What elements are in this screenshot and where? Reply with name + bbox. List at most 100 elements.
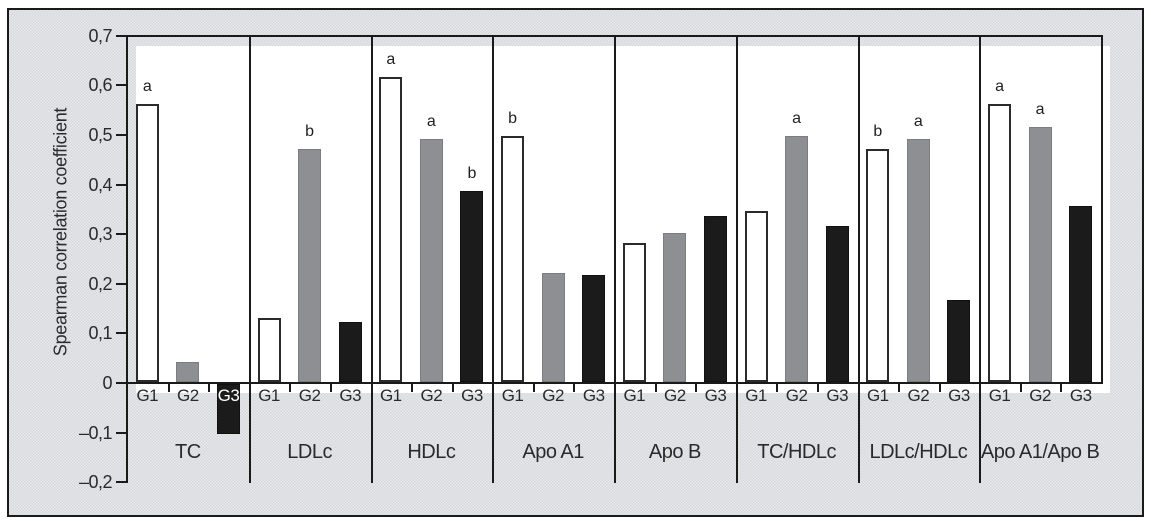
sig-letter: b: [873, 122, 883, 140]
y-tick-label: 0,3: [88, 224, 112, 245]
bar-g3-tc-hdlc: [825, 225, 849, 382]
bar-g3-ldlc: [338, 322, 362, 382]
slot-tick: [329, 384, 332, 392]
y-tick-label: 0,5: [88, 125, 112, 145]
sig-letter: a: [426, 112, 436, 130]
y-tick: [116, 332, 126, 335]
bar-g2-tc: [176, 362, 200, 382]
bar-series-label: G1: [136, 386, 159, 405]
slot-tick: [898, 384, 901, 392]
bar-series-label: G1: [501, 386, 524, 405]
group-label: Apo B: [648, 441, 701, 463]
y-tick-label: 0,6: [88, 75, 112, 96]
bar-series-label: G3: [461, 386, 483, 405]
bar-series-label: G1: [988, 386, 1011, 405]
zero-line: [126, 382, 1103, 384]
bar-series-label: G3: [948, 386, 970, 405]
bar-g1-ldlc: [257, 317, 281, 382]
sig-letter: a: [792, 110, 802, 128]
y-tick: [116, 382, 126, 384]
bar-series-label: G3: [582, 386, 605, 405]
group-separator: [979, 35, 982, 483]
y-tick: [116, 282, 126, 285]
group-label: Apo A1/Apo B: [980, 441, 1100, 463]
group-separator: [857, 35, 860, 483]
sig-letter: b: [508, 110, 517, 128]
y-tick: [116, 134, 126, 136]
sig-letter: a: [1035, 100, 1045, 118]
bar-series-label: G2: [785, 386, 808, 405]
bar-series-label: G1: [745, 386, 767, 405]
slot-tick: [695, 384, 698, 392]
bar-g2-ldlc: [298, 148, 322, 382]
bar-g2-apo-a1: [541, 272, 565, 382]
bar-g3-tc: [216, 384, 240, 434]
y-tick-label: 0,2: [88, 273, 112, 294]
y-tick-label: 0: [102, 373, 112, 393]
sig-letter: a: [386, 50, 396, 68]
group-separator: [735, 35, 738, 483]
bar-series-label: G2: [542, 386, 564, 405]
y-tick: [116, 431, 126, 434]
slot-tick: [573, 384, 576, 392]
y-tick: [116, 84, 126, 87]
group-separator: [492, 35, 495, 483]
bar-series-label: G1: [623, 386, 646, 405]
bar-g3-hdlc: [460, 191, 484, 382]
bar-series-label: G3: [217, 386, 240, 405]
group-separator: [248, 35, 251, 483]
bar-g1-tc-hdlc: [744, 210, 768, 382]
bar-g1-hdlc: [379, 76, 403, 382]
bar-g2-hdlc: [419, 138, 443, 382]
group-label: Apo A1: [522, 441, 584, 463]
y-tick: [116, 183, 126, 186]
y-tick-label: –0,1: [78, 422, 113, 443]
bar-g3-ldlc-hdlc: [947, 300, 971, 382]
sig-letter: a: [142, 78, 152, 96]
bar-g1-apo-a1-apo-b: [988, 104, 1012, 382]
bar-series-label: G2: [420, 386, 443, 405]
sig-letter: b: [305, 122, 315, 140]
bar-g3-apo-a1: [582, 275, 606, 382]
y-tick: [116, 34, 126, 37]
bar-series-label: G1: [258, 386, 280, 405]
slot-tick: [167, 384, 170, 392]
y-tick: [116, 481, 126, 484]
bar-g1-tc: [135, 104, 159, 382]
y-axis-line: [126, 35, 128, 483]
slot-tick: [938, 384, 941, 392]
y-tick-label: 0,4: [88, 174, 112, 195]
bar-series-label: G3: [826, 386, 849, 405]
y-tick: [116, 233, 126, 236]
bar-g1-ldlc-hdlc: [866, 148, 890, 382]
bar-series-label: G1: [866, 386, 889, 405]
bar-series-label: G2: [664, 386, 686, 405]
slot-tick: [411, 384, 414, 392]
bar-series-label: G2: [177, 386, 199, 405]
slot-tick: [654, 384, 657, 392]
bar-g2-ldlc-hdlc: [906, 138, 930, 382]
plot-right-border: [1101, 35, 1103, 384]
y-tick-label: –0,2: [78, 472, 113, 493]
group-label: TC: [175, 441, 201, 463]
slot-tick: [289, 384, 292, 392]
bar-series-label: G2: [1029, 386, 1051, 405]
bar-series-label: G3: [704, 386, 727, 405]
group-label: HDLc: [407, 441, 456, 463]
bar-g3-apo-a1-apo-b: [1069, 205, 1093, 382]
bar-g1-apo-b: [622, 243, 646, 382]
bar-series-label: G3: [339, 386, 362, 405]
slot-tick: [1060, 384, 1063, 392]
group-label: LDLc/HDLc: [869, 441, 968, 463]
group-separator: [370, 35, 373, 483]
bar-g2-apo-a1-apo-b: [1028, 126, 1052, 382]
y-tick-label: 0,7: [88, 25, 112, 46]
group-label: LDLc: [287, 441, 332, 463]
bar-g1-apo-a1: [501, 136, 525, 382]
bar-series-label: G2: [298, 386, 321, 405]
group-separator: [614, 35, 616, 483]
slot-tick: [208, 384, 211, 392]
slot-tick: [776, 384, 779, 392]
